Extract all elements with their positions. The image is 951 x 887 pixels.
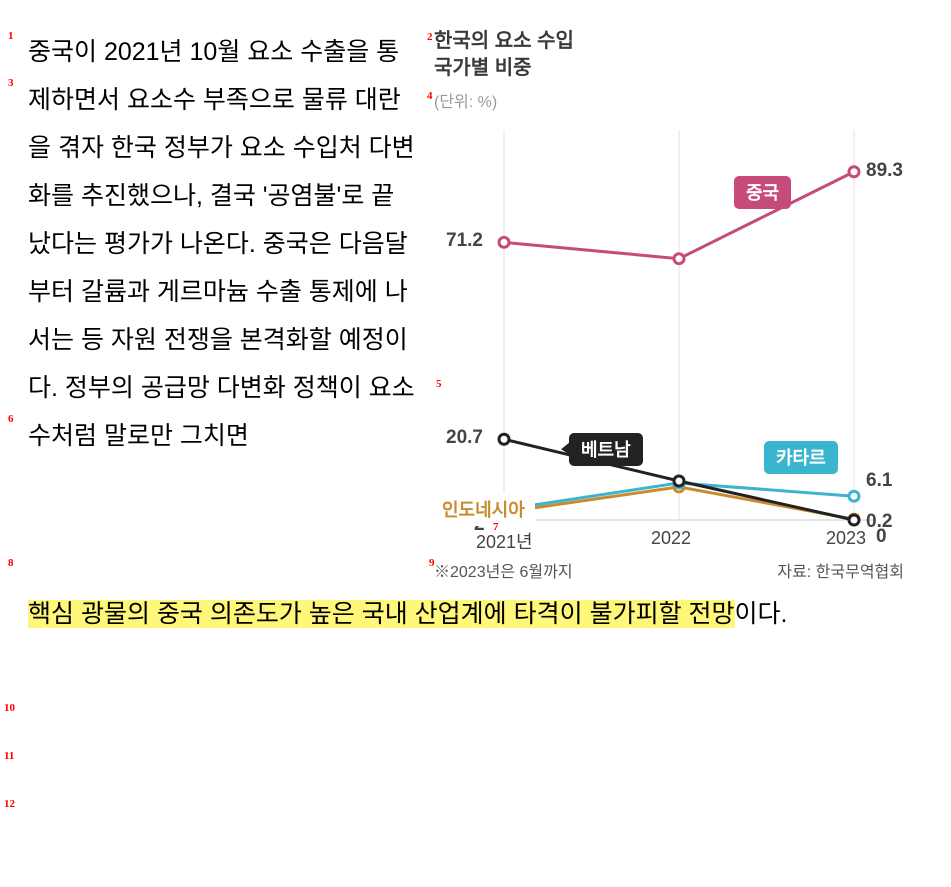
chart-value-label: 71.2 <box>446 230 483 252</box>
chart-value-label: 6.1 <box>866 470 892 492</box>
ref-num-5: 5 <box>436 378 442 390</box>
ref-num-1: 1 <box>8 30 14 42</box>
x-axis-label: 2021년 <box>476 528 533 554</box>
country-tag-vietnam: 베트남 <box>569 433 643 466</box>
chart-area: 71.220.72.7289.36.10.20중국베트남카타르인도네시아2021… <box>434 120 904 590</box>
chart-container: 한국의 요소 수입 국가별 비중 (단위: %) 71.220.72.7289.… <box>416 28 931 590</box>
article-top-block: 중국이 2021년 10월 요소 수출을 통제하면서 요소수 부족으로 물류 대… <box>28 38 415 450</box>
chart-unit: (단위: %) <box>434 88 931 112</box>
chart-source: 자료: 한국무역협회 <box>777 558 904 582</box>
chart-value-label: 20.7 <box>446 427 483 449</box>
chart-note: ※2023년은 6월까지 <box>434 558 573 582</box>
country-tag-china: 중국 <box>734 176 791 209</box>
ref-num-7: 7 <box>493 521 499 533</box>
ref-num-3: 3 <box>8 77 14 89</box>
country-tag-indonesia: 인도네시아 <box>432 493 535 526</box>
chart-title-line1: 한국의 요소 수입 <box>434 30 574 52</box>
x-axis-label: 2022 <box>651 528 691 549</box>
ref-num-8: 8 <box>8 557 14 569</box>
ref-num-12: 12 <box>4 798 15 810</box>
ref-num-4: 4 <box>427 90 433 102</box>
article-after-highlight: 이다. <box>735 600 788 628</box>
chart-title-line2: 국가별 비중 <box>434 57 532 79</box>
ref-num-10: 10 <box>4 702 15 714</box>
x-axis-label: 2023 <box>826 528 866 549</box>
chart-value-label: 0 <box>876 526 887 548</box>
ref-num-6: 6 <box>8 413 14 425</box>
chart-value-label: 89.3 <box>866 160 903 182</box>
country-tag-qatar: 카타르 <box>764 441 838 474</box>
article-highlighted: 핵심 광물의 중국 의존도가 높은 국내 산업계에 타격이 불가피할 전망 <box>28 600 735 628</box>
ref-num-11: 11 <box>4 750 14 762</box>
chart-title: 한국의 요소 수입 국가별 비중 <box>434 28 931 82</box>
ref-num-9: 9 <box>429 557 435 569</box>
ref-num-2: 2 <box>427 31 433 43</box>
